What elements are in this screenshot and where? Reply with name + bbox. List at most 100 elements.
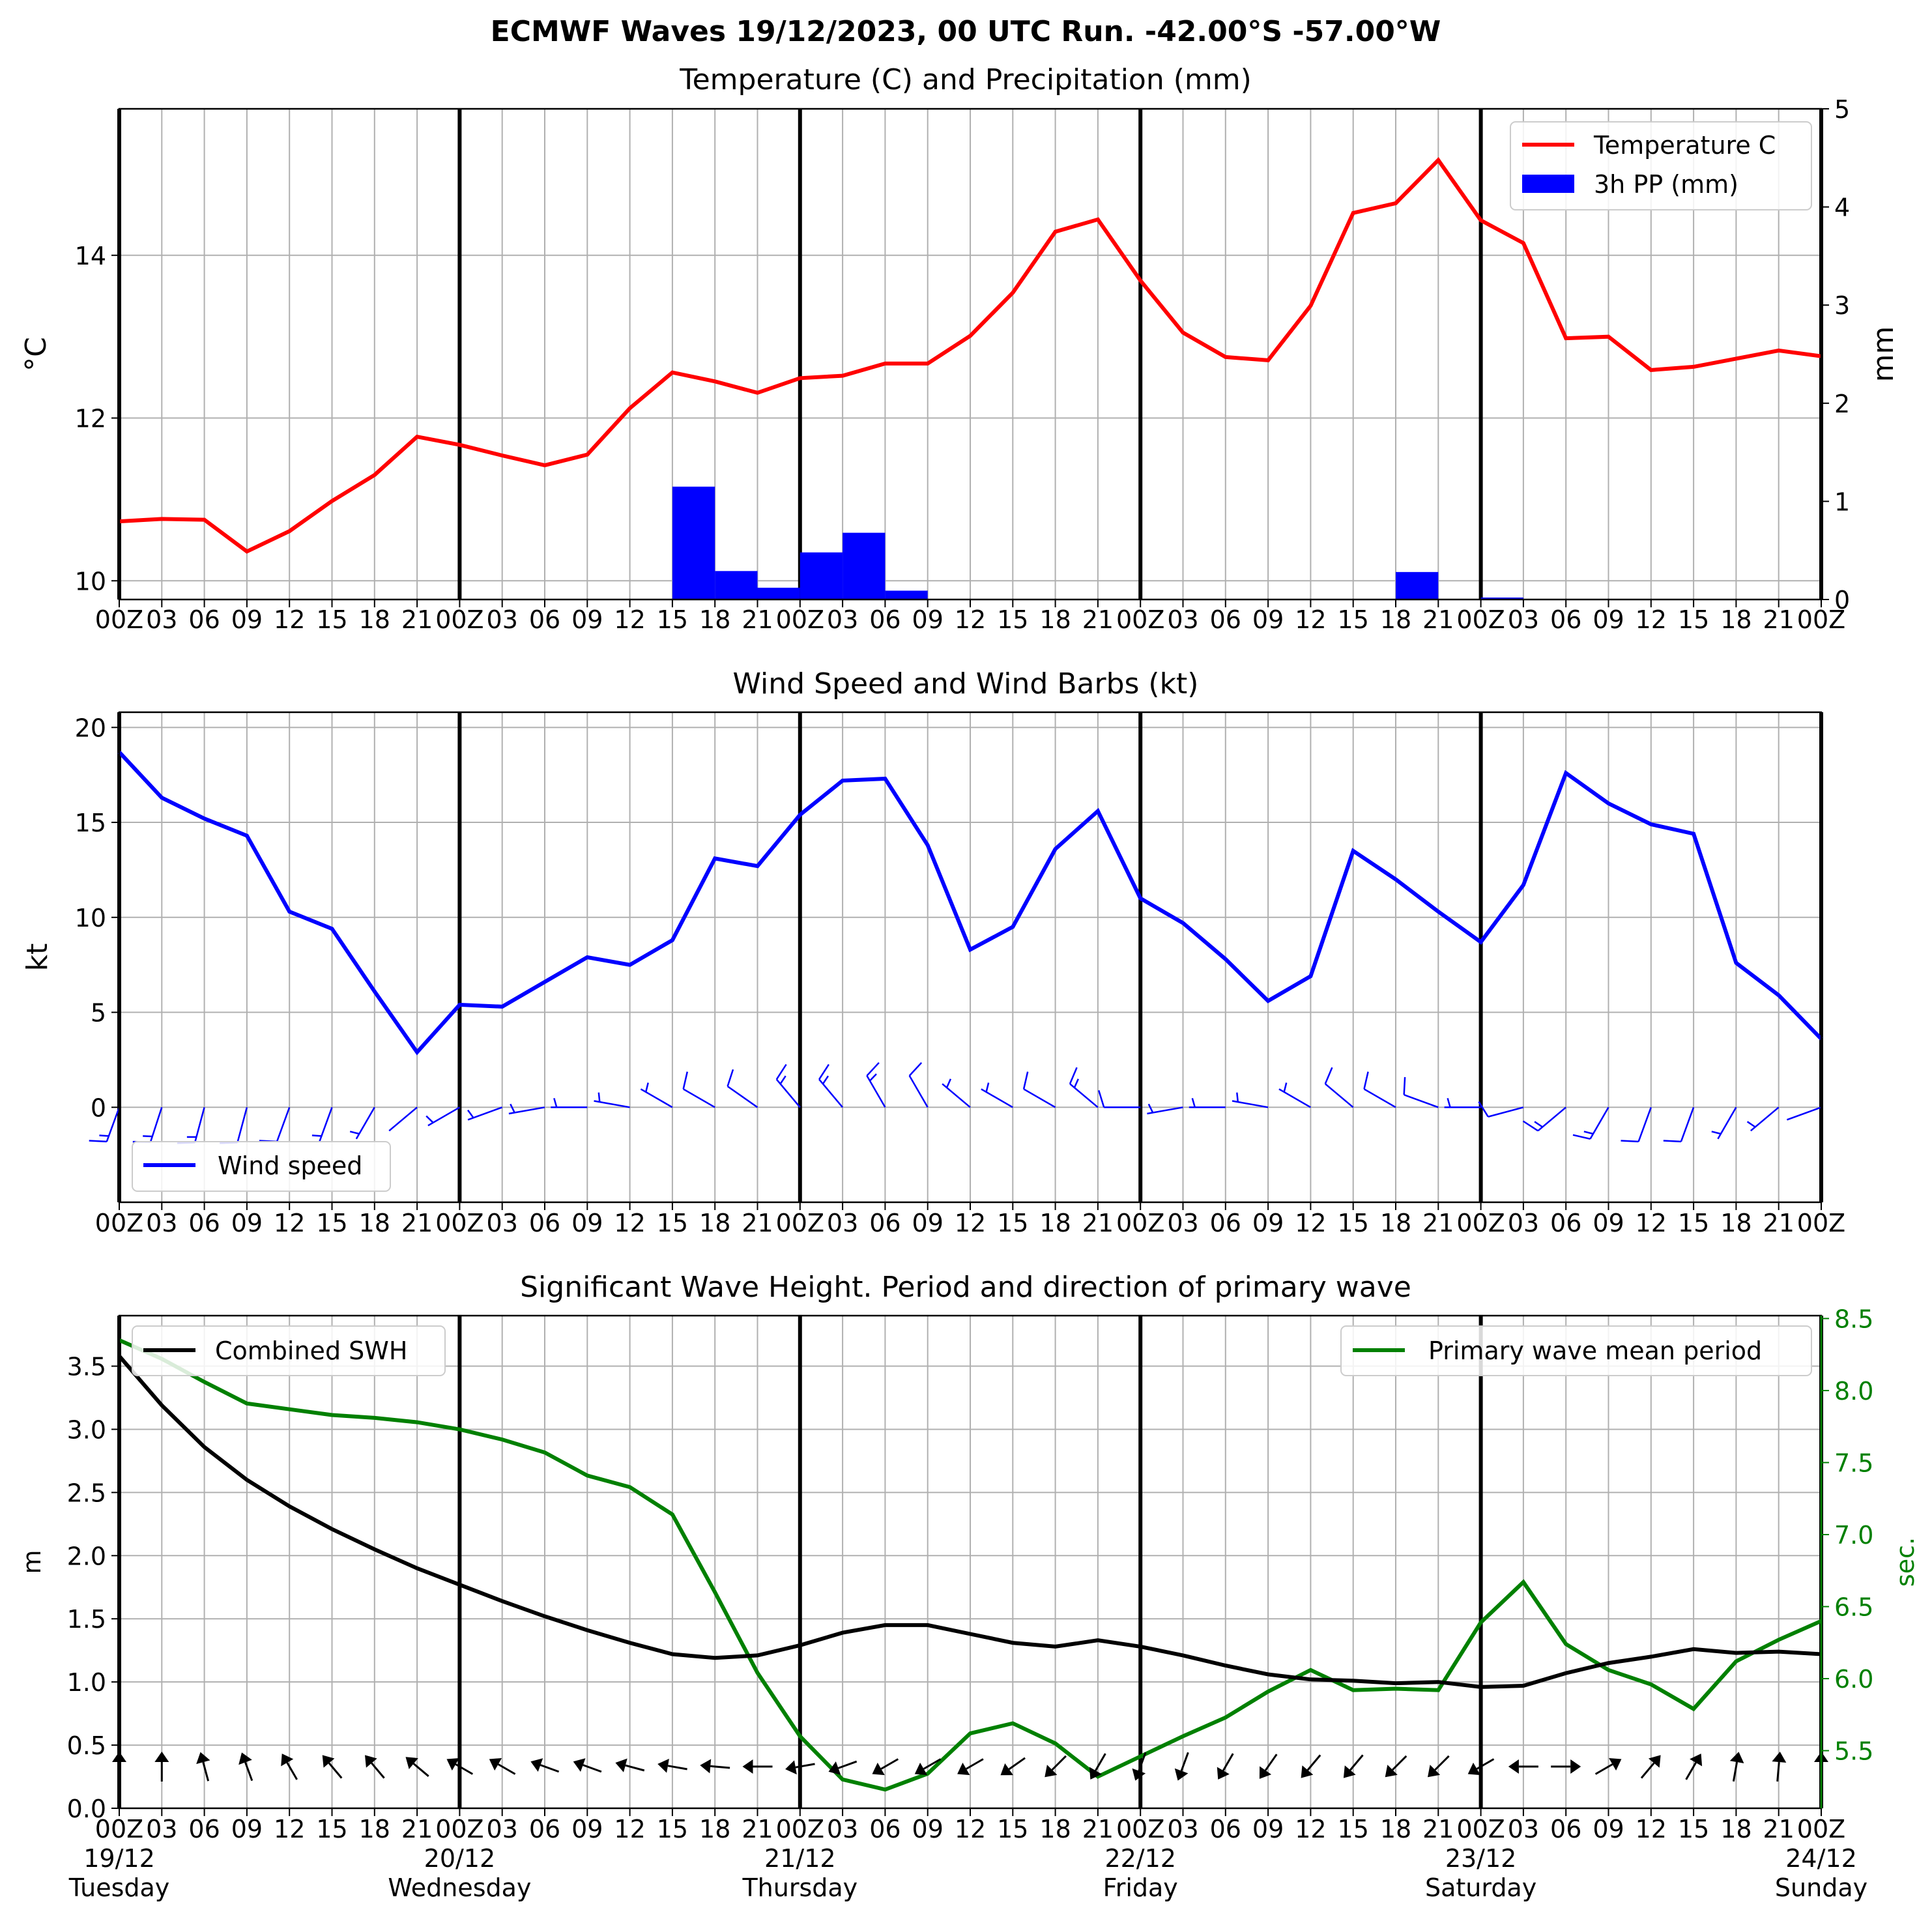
- x-tick-label: 12: [1295, 1815, 1326, 1843]
- x-tick-label: 09: [912, 605, 944, 634]
- legend-box: [132, 1141, 391, 1192]
- wind-barb: [467, 1106, 503, 1121]
- wave-arrow-shaft: [880, 1758, 899, 1770]
- legend-temperature-label: Temperature C: [1593, 131, 1776, 160]
- x-tick-label: 15: [657, 605, 688, 634]
- wind-barb: [1711, 1106, 1737, 1140]
- precip-bar: [757, 587, 800, 599]
- day-date-label: 20/12: [424, 1844, 496, 1873]
- wave-arrow-head: [1428, 1765, 1441, 1778]
- day-weekday-label: Saturday: [1425, 1873, 1536, 1902]
- y-right-tick-label: 5.5: [1834, 1737, 1873, 1766]
- x-tick-label: 18: [1380, 1815, 1411, 1843]
- x-tick-label: 06: [188, 1815, 220, 1843]
- wave-arrow-head: [446, 1758, 459, 1771]
- y-right-tick-label: 3: [1834, 291, 1850, 320]
- wind-barb: [1478, 1101, 1524, 1118]
- wind-barb: [551, 1097, 588, 1108]
- wave-arrow-head: [1132, 1768, 1146, 1781]
- x-tick-label: 03: [827, 1815, 858, 1843]
- y-tick-label: 10: [75, 904, 106, 932]
- wind-barb: [1232, 1092, 1269, 1108]
- wave-arrow-head: [1174, 1768, 1189, 1781]
- x-tick-label: 15: [1678, 1209, 1709, 1237]
- wind-speed-line: [117, 751, 1823, 1056]
- day-weekday-label: Tuesday: [68, 1873, 170, 1902]
- x-tick-label: 09: [1252, 1815, 1284, 1843]
- x-tick-label: 03: [1508, 1815, 1539, 1843]
- wind-barb: [1621, 1106, 1652, 1143]
- wave-arrow-shaft: [1264, 1754, 1278, 1771]
- legend-swh: [132, 1325, 446, 1376]
- figure-title: ECMWF Waves 19/12/2023, 00 UTC Run. -42.…: [491, 15, 1441, 48]
- x-tick-label: 06: [869, 1209, 901, 1237]
- x-tick-label: 21: [401, 605, 433, 634]
- x-tick-label: 00Z: [95, 1815, 143, 1843]
- wave-arrow-head: [281, 1754, 294, 1767]
- wave-arrow-head: [785, 1760, 797, 1775]
- wave-arrow-shaft: [1776, 1761, 1780, 1782]
- x-tick-label: 09: [231, 1815, 263, 1843]
- wind-barb: [132, 1106, 163, 1143]
- wind-barb: [311, 1106, 333, 1142]
- legend: [132, 1141, 391, 1192]
- x-tick-label: 09: [571, 1209, 603, 1237]
- x-tick-label: 15: [997, 1209, 1028, 1237]
- wind-barb: [981, 1082, 1013, 1108]
- x-tick-label: 03: [487, 605, 518, 634]
- wave-arrow-head: [1259, 1766, 1272, 1779]
- x-tick-label: 15: [1338, 605, 1369, 634]
- wave-arrow-shaft: [710, 1765, 730, 1769]
- wind-barb: [1522, 1106, 1567, 1132]
- period-line: [118, 1338, 1823, 1792]
- x-tick-label: 06: [1550, 605, 1581, 634]
- panel-title: Significant Wave Height. Period and dire…: [520, 1271, 1411, 1304]
- x-tick-label: 21: [742, 1209, 773, 1237]
- wind-barb: [1663, 1106, 1695, 1143]
- x-tick-label: 00Z: [1456, 1209, 1505, 1237]
- wave-arrow-head: [154, 1752, 169, 1762]
- wave-arrow-head: [1089, 1767, 1102, 1780]
- y-tick-label: 5: [91, 999, 106, 1028]
- wind-barb: [1278, 1082, 1312, 1108]
- x-tick-label: 12: [614, 605, 645, 634]
- x-tick-label: 12: [1295, 1209, 1326, 1237]
- x-tick-label: 18: [1039, 1209, 1071, 1237]
- precip-bar: [715, 571, 758, 599]
- x-tick-label: 18: [1720, 1815, 1752, 1843]
- wind-barb: [508, 1103, 545, 1115]
- x-tick-label: 12: [1636, 1209, 1667, 1237]
- wave-arrow-head: [1772, 1752, 1787, 1763]
- wave-arrow-shaft: [667, 1765, 687, 1770]
- day-date-label: 23/12: [1445, 1844, 1517, 1873]
- wave-arrow-shaft: [455, 1763, 474, 1775]
- wave-arrow-shaft: [923, 1758, 942, 1770]
- x-tick-label: 15: [997, 1815, 1028, 1843]
- wind-barb: [1444, 1097, 1481, 1108]
- x-tick-label: 15: [1678, 605, 1709, 634]
- x-tick-label: 21: [401, 1209, 433, 1237]
- x-tick-label: 06: [1550, 1209, 1581, 1237]
- x-tick-label: 18: [1720, 1209, 1752, 1237]
- wind-barb: [1746, 1106, 1780, 1132]
- x-tick-label: 00Z: [776, 605, 824, 634]
- day-date-label: 19/12: [83, 1844, 155, 1873]
- x-tick-label: 21: [742, 605, 773, 634]
- wind-barb: [89, 1106, 121, 1143]
- x-tick-label: 15: [1678, 1815, 1709, 1843]
- wind-barb: [775, 1063, 801, 1108]
- wave-arrow-head: [573, 1758, 586, 1772]
- wind-barb: [177, 1106, 205, 1144]
- wave-arrow-shaft: [497, 1763, 516, 1775]
- y-axis-label: °C: [20, 337, 53, 371]
- y-right-tick-label: 1: [1834, 487, 1850, 516]
- x-tick-label: 00Z: [1116, 1815, 1164, 1843]
- y-tick-label: 14: [75, 242, 106, 270]
- x-tick-label: 21: [1763, 1209, 1795, 1237]
- y-tick-label: 0: [91, 1093, 106, 1122]
- wave-arrow-shaft: [1180, 1752, 1189, 1772]
- x-tick-label: 06: [188, 605, 220, 634]
- wave-arrow-head: [1045, 1765, 1058, 1778]
- day-weekday-label: Wednesday: [388, 1873, 531, 1902]
